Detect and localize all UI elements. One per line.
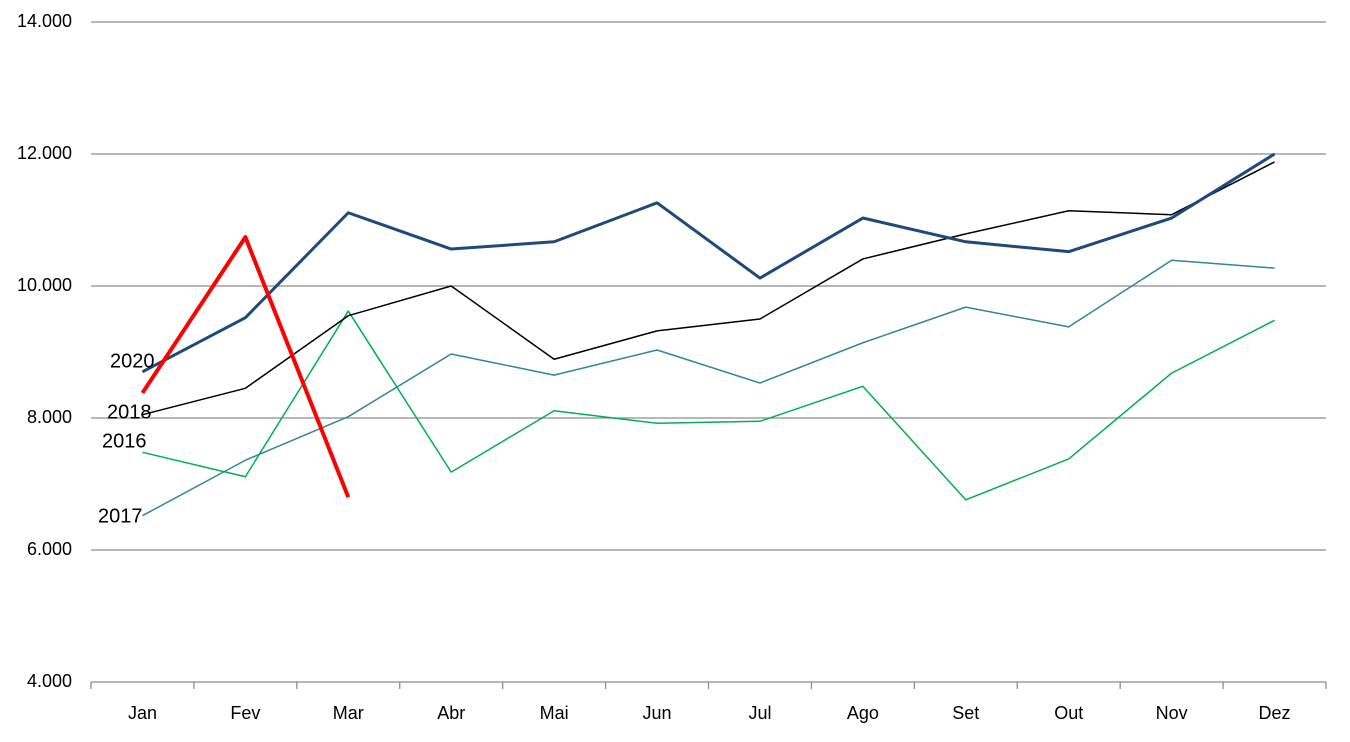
y-tick-label: 8.000 (27, 407, 72, 427)
series-line (141, 152, 1276, 374)
series-label: 2016 (102, 430, 147, 452)
y-tick-label: 10.000 (17, 275, 72, 295)
x-tick-label: Jan (128, 703, 157, 723)
series-label: 2017 (98, 505, 143, 527)
series-label: 2018 (107, 401, 152, 423)
x-tick-label: Mai (540, 703, 569, 723)
y-tick-label: 14.000 (17, 11, 72, 31)
y-tick-label: 6.000 (27, 539, 72, 559)
x-tick-label: Dez (1259, 703, 1291, 723)
x-tick-label: Jul (748, 703, 771, 723)
x-tick-label: Fev (230, 703, 260, 723)
series-line (142, 259, 1275, 517)
x-tick-label: Jun (643, 703, 672, 723)
series-line (142, 161, 1275, 416)
x-tick-label: Out (1054, 703, 1083, 723)
x-tick-label: Abr (437, 703, 465, 723)
x-tick-label: Ago (847, 703, 879, 723)
series-line (140, 235, 351, 498)
x-tick-label: Set (952, 703, 979, 723)
y-tick-label: 12.000 (17, 143, 72, 163)
y-tick-label: 4.000 (27, 671, 72, 691)
series-label: 2020 (110, 350, 155, 372)
x-tick-label: Mar (333, 703, 364, 723)
series-line (142, 310, 1275, 501)
x-tick-label: Nov (1156, 703, 1188, 723)
